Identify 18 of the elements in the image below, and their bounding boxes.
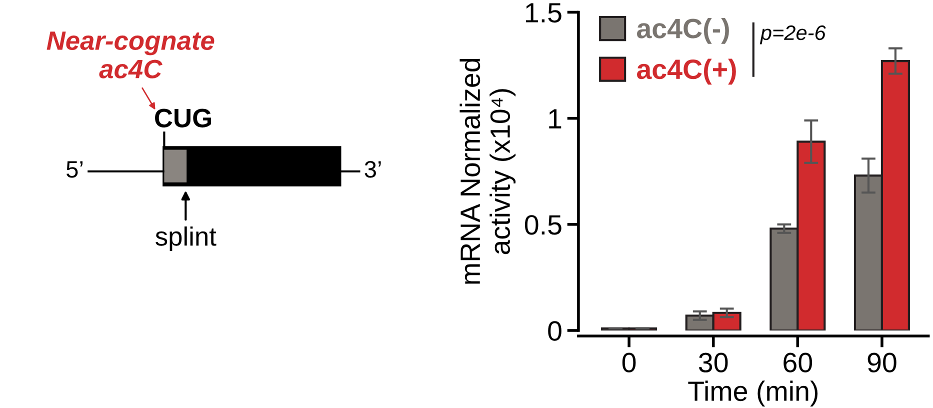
y-tick-label: 1 xyxy=(549,109,562,128)
x-tick-label: 90 xyxy=(868,352,896,372)
y-tick-label: 1.5 xyxy=(526,3,562,23)
x-tick-label: 0 xyxy=(622,352,636,372)
text: splint xyxy=(156,226,216,252)
text: CUG xyxy=(155,108,211,128)
y-axis-title: mRNA Normalized activity (x10⁴) xyxy=(460,58,516,284)
text: Near-cognate ac4C xyxy=(46,32,214,78)
x-tick-label: 60 xyxy=(784,352,812,372)
x-axis-title: Time (min) xyxy=(688,380,818,407)
annotation: p=2e-6 xyxy=(760,25,826,44)
text: 3’ xyxy=(364,160,381,178)
y-tick-label: 0 xyxy=(548,321,562,341)
x-tick-label: 30 xyxy=(698,352,728,372)
y-tick-label: 0.5 xyxy=(524,215,562,235)
text: 5’ xyxy=(66,161,83,178)
legend-label: ac4C(-) xyxy=(636,18,729,44)
legend-label: ac4C(+) xyxy=(636,58,736,85)
